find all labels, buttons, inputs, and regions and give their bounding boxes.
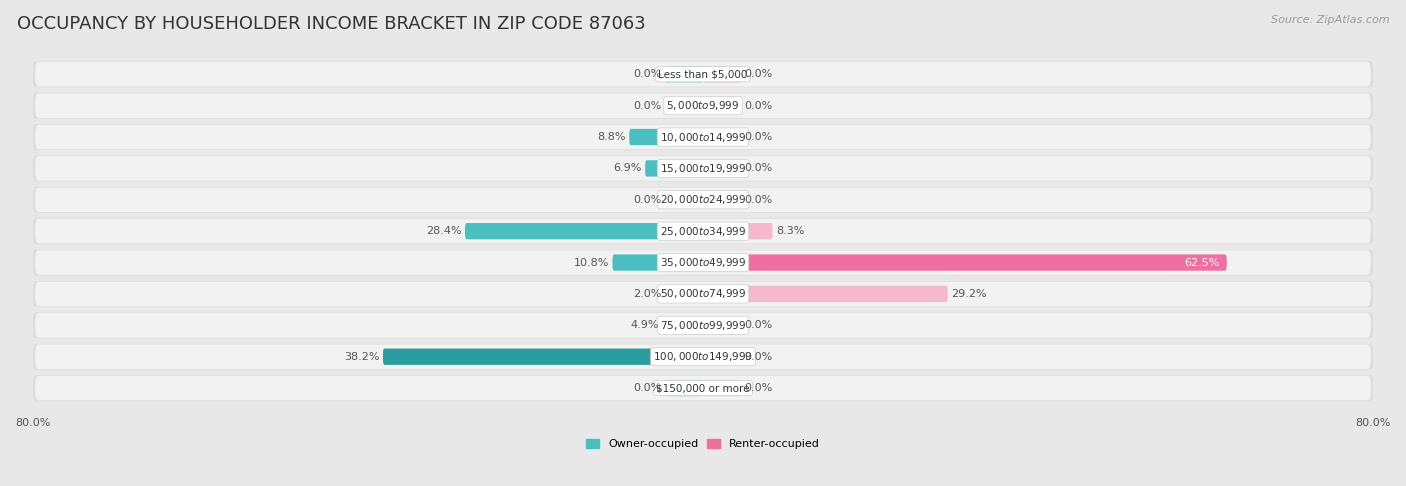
FancyBboxPatch shape xyxy=(703,317,741,333)
Text: Source: ZipAtlas.com: Source: ZipAtlas.com xyxy=(1271,15,1389,25)
FancyBboxPatch shape xyxy=(703,348,741,365)
Text: $35,000 to $49,999: $35,000 to $49,999 xyxy=(659,256,747,269)
FancyBboxPatch shape xyxy=(32,312,1374,338)
FancyBboxPatch shape xyxy=(703,98,741,114)
FancyBboxPatch shape xyxy=(35,376,1371,400)
Text: 2.0%: 2.0% xyxy=(634,289,662,299)
Text: 0.0%: 0.0% xyxy=(634,69,662,79)
Text: 10.8%: 10.8% xyxy=(574,258,609,268)
FancyBboxPatch shape xyxy=(665,98,703,114)
FancyBboxPatch shape xyxy=(703,380,741,396)
FancyBboxPatch shape xyxy=(703,160,741,176)
FancyBboxPatch shape xyxy=(703,191,741,208)
Legend: Owner-occupied, Renter-occupied: Owner-occupied, Renter-occupied xyxy=(586,438,820,449)
Text: $150,000 or more: $150,000 or more xyxy=(657,383,749,393)
FancyBboxPatch shape xyxy=(32,375,1374,401)
FancyBboxPatch shape xyxy=(35,250,1371,275)
Text: 0.0%: 0.0% xyxy=(634,195,662,205)
FancyBboxPatch shape xyxy=(703,223,772,239)
FancyBboxPatch shape xyxy=(662,317,703,333)
FancyBboxPatch shape xyxy=(645,160,703,176)
FancyBboxPatch shape xyxy=(703,254,1226,271)
Text: $25,000 to $34,999: $25,000 to $34,999 xyxy=(659,225,747,238)
Text: $100,000 to $149,999: $100,000 to $149,999 xyxy=(654,350,752,363)
FancyBboxPatch shape xyxy=(703,286,948,302)
Text: 0.0%: 0.0% xyxy=(744,383,772,393)
Text: 4.9%: 4.9% xyxy=(630,320,658,330)
Text: 0.0%: 0.0% xyxy=(744,101,772,111)
FancyBboxPatch shape xyxy=(665,191,703,208)
FancyBboxPatch shape xyxy=(35,219,1371,243)
FancyBboxPatch shape xyxy=(465,223,703,239)
Text: $75,000 to $99,999: $75,000 to $99,999 xyxy=(659,319,747,332)
Text: 8.8%: 8.8% xyxy=(598,132,626,142)
Text: 62.5%: 62.5% xyxy=(1185,258,1220,268)
Text: 8.3%: 8.3% xyxy=(776,226,804,236)
FancyBboxPatch shape xyxy=(382,348,703,365)
FancyBboxPatch shape xyxy=(35,188,1371,212)
Text: 0.0%: 0.0% xyxy=(744,69,772,79)
Text: 38.2%: 38.2% xyxy=(344,352,380,362)
FancyBboxPatch shape xyxy=(32,218,1374,244)
FancyBboxPatch shape xyxy=(32,93,1374,119)
Text: OCCUPANCY BY HOUSEHOLDER INCOME BRACKET IN ZIP CODE 87063: OCCUPANCY BY HOUSEHOLDER INCOME BRACKET … xyxy=(17,15,645,33)
FancyBboxPatch shape xyxy=(32,281,1374,307)
FancyBboxPatch shape xyxy=(32,61,1374,87)
FancyBboxPatch shape xyxy=(35,156,1371,181)
Text: 0.0%: 0.0% xyxy=(634,383,662,393)
FancyBboxPatch shape xyxy=(32,344,1374,369)
FancyBboxPatch shape xyxy=(35,125,1371,149)
Text: 28.4%: 28.4% xyxy=(426,226,461,236)
FancyBboxPatch shape xyxy=(703,129,741,145)
FancyBboxPatch shape xyxy=(32,187,1374,213)
FancyBboxPatch shape xyxy=(35,62,1371,87)
Text: $5,000 to $9,999: $5,000 to $9,999 xyxy=(666,99,740,112)
FancyBboxPatch shape xyxy=(32,156,1374,181)
Text: 0.0%: 0.0% xyxy=(744,163,772,174)
Text: 0.0%: 0.0% xyxy=(634,101,662,111)
FancyBboxPatch shape xyxy=(665,380,703,396)
FancyBboxPatch shape xyxy=(665,286,703,302)
FancyBboxPatch shape xyxy=(32,250,1374,276)
Text: 0.0%: 0.0% xyxy=(744,320,772,330)
FancyBboxPatch shape xyxy=(665,66,703,83)
Text: $20,000 to $24,999: $20,000 to $24,999 xyxy=(659,193,747,206)
FancyBboxPatch shape xyxy=(703,66,741,83)
Text: 0.0%: 0.0% xyxy=(744,195,772,205)
Text: 0.0%: 0.0% xyxy=(744,132,772,142)
Text: 0.0%: 0.0% xyxy=(744,352,772,362)
Text: 6.9%: 6.9% xyxy=(613,163,641,174)
FancyBboxPatch shape xyxy=(35,345,1371,369)
FancyBboxPatch shape xyxy=(35,93,1371,118)
Text: $10,000 to $14,999: $10,000 to $14,999 xyxy=(659,131,747,143)
FancyBboxPatch shape xyxy=(32,124,1374,150)
Text: $15,000 to $19,999: $15,000 to $19,999 xyxy=(659,162,747,175)
Text: 29.2%: 29.2% xyxy=(950,289,987,299)
FancyBboxPatch shape xyxy=(35,282,1371,306)
FancyBboxPatch shape xyxy=(630,129,703,145)
FancyBboxPatch shape xyxy=(35,313,1371,338)
FancyBboxPatch shape xyxy=(613,254,703,271)
Text: Less than $5,000: Less than $5,000 xyxy=(658,69,748,79)
Text: $50,000 to $74,999: $50,000 to $74,999 xyxy=(659,287,747,300)
